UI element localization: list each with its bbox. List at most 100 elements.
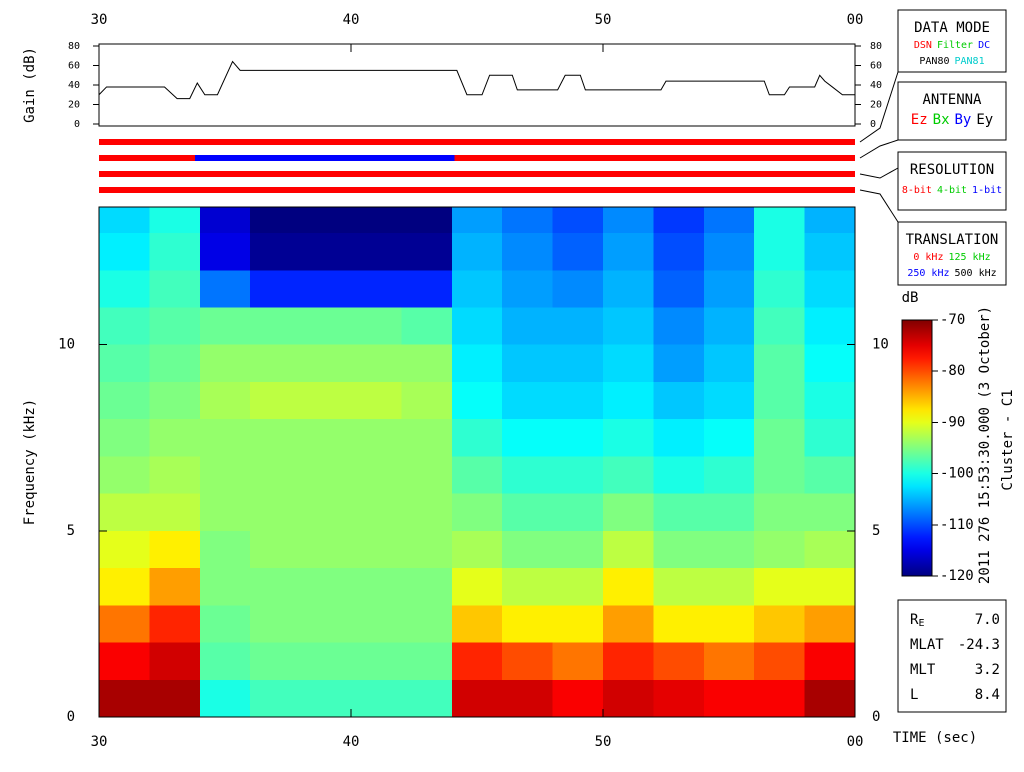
cell bbox=[502, 456, 553, 494]
cell bbox=[250, 307, 301, 345]
cell bbox=[754, 456, 805, 494]
cell bbox=[199, 270, 251, 308]
cell bbox=[552, 307, 603, 345]
legend-box bbox=[897, 81, 1007, 141]
cell bbox=[703, 642, 755, 680]
colorbar-tick-label: -90 bbox=[940, 414, 965, 430]
cell bbox=[451, 456, 503, 494]
legend-item: DC bbox=[978, 40, 990, 51]
cell bbox=[552, 207, 603, 234]
orbit-label: MLT bbox=[910, 662, 936, 678]
orbit-label-text: L bbox=[910, 687, 918, 703]
cell bbox=[754, 344, 805, 382]
cell bbox=[401, 207, 452, 234]
x-tick-label: 40 bbox=[343, 12, 360, 28]
cell bbox=[703, 456, 755, 494]
cell bbox=[804, 530, 855, 569]
legend-item: PAN81 bbox=[955, 56, 985, 67]
cell bbox=[351, 568, 402, 606]
legend-title: RESOLUTION bbox=[910, 162, 994, 178]
y-tick-label: 10 bbox=[58, 337, 75, 353]
gain-axis-label: Gain (dB) bbox=[22, 47, 38, 123]
cell bbox=[451, 233, 503, 271]
cell bbox=[603, 344, 654, 382]
cell bbox=[401, 344, 452, 382]
cell bbox=[99, 679, 150, 717]
cell bbox=[804, 568, 855, 606]
orbit-value: -24.3 bbox=[958, 637, 1000, 653]
orbit-label-text: MLAT bbox=[910, 637, 944, 653]
cell bbox=[754, 605, 805, 643]
cell bbox=[351, 270, 402, 308]
legend-box bbox=[897, 9, 1007, 73]
y-tick-label: 20 bbox=[870, 100, 882, 111]
cell bbox=[99, 605, 150, 643]
cell bbox=[99, 233, 150, 271]
cell bbox=[552, 233, 603, 271]
y-tick-label: 5 bbox=[872, 523, 880, 539]
legend-item: 0 kHz bbox=[913, 252, 943, 263]
cell bbox=[199, 679, 251, 717]
cell bbox=[603, 419, 654, 457]
cell bbox=[199, 233, 251, 271]
cell bbox=[351, 207, 402, 234]
cell bbox=[250, 344, 301, 382]
cell bbox=[502, 642, 553, 680]
cell bbox=[99, 381, 150, 420]
cell bbox=[804, 642, 855, 680]
colorbar bbox=[901, 319, 933, 577]
legend-item: Filter bbox=[937, 40, 973, 51]
cell bbox=[250, 642, 301, 680]
cell bbox=[653, 207, 704, 234]
connectors bbox=[859, 71, 899, 223]
caption: Cluster - C1 bbox=[1000, 389, 1016, 490]
cell bbox=[754, 233, 805, 271]
x-tick-label: 00 bbox=[847, 12, 864, 28]
legend-row: 8-bit 4-bit 1-bit bbox=[902, 185, 1002, 196]
cell bbox=[199, 207, 251, 234]
cell bbox=[653, 568, 704, 606]
cell bbox=[451, 307, 503, 345]
y-tick-label: 0 bbox=[870, 119, 876, 130]
cell bbox=[401, 642, 452, 680]
orbit-value: 3.2 bbox=[975, 662, 1000, 678]
cell bbox=[300, 456, 351, 494]
cell bbox=[300, 207, 351, 234]
cell bbox=[250, 270, 301, 308]
cell bbox=[552, 270, 603, 308]
colorbar-tick-label: -120 bbox=[940, 568, 974, 584]
cell bbox=[653, 456, 704, 494]
cell bbox=[401, 307, 452, 345]
cell bbox=[804, 344, 855, 382]
cell bbox=[603, 642, 654, 680]
cell bbox=[703, 270, 755, 308]
cell bbox=[99, 307, 150, 345]
cell bbox=[451, 381, 503, 420]
cell bbox=[603, 679, 654, 717]
cell bbox=[199, 307, 251, 345]
cell bbox=[703, 419, 755, 457]
cell bbox=[351, 233, 402, 271]
cell bbox=[351, 419, 402, 457]
legend-item: Bx bbox=[933, 112, 950, 128]
cell bbox=[351, 605, 402, 643]
cell bbox=[552, 530, 603, 569]
connector bbox=[859, 167, 899, 179]
legend-item: 1-bit bbox=[972, 185, 1002, 196]
legend-item: Ey bbox=[976, 112, 993, 128]
cell bbox=[653, 381, 704, 420]
cell bbox=[653, 493, 704, 531]
cell bbox=[703, 381, 755, 420]
cell bbox=[149, 605, 200, 643]
orbit-value: 8.4 bbox=[975, 687, 1000, 703]
caption: 2011 276 15:53:30.000 (3 October) bbox=[977, 306, 993, 584]
orbit-label-text: R bbox=[910, 612, 919, 628]
cell bbox=[804, 207, 855, 234]
cells bbox=[99, 207, 855, 717]
cell bbox=[804, 233, 855, 271]
cell bbox=[804, 307, 855, 345]
cell bbox=[250, 456, 301, 494]
cell bbox=[653, 642, 704, 680]
cell bbox=[199, 419, 251, 457]
